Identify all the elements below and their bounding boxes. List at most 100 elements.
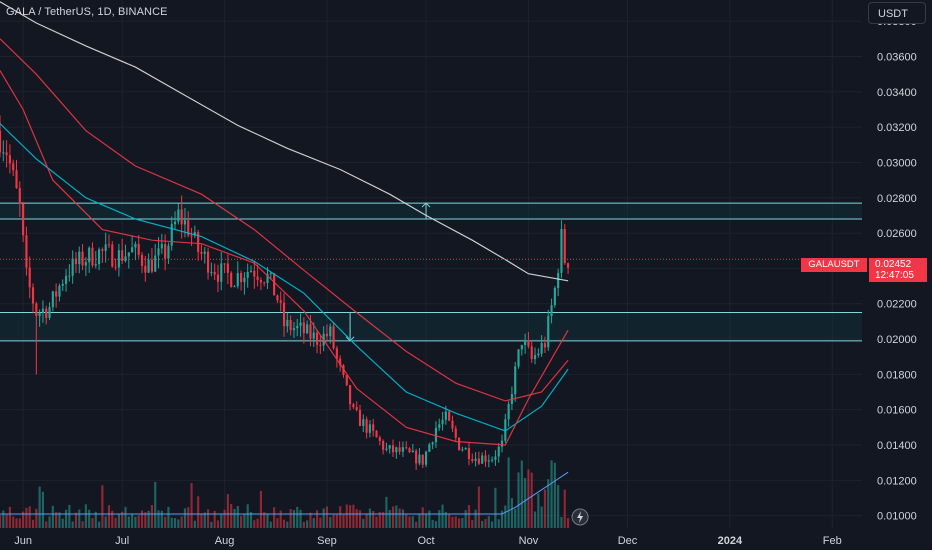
candle-body [494, 456, 497, 460]
candle-body [22, 203, 25, 236]
volume-bar [329, 517, 332, 528]
candle-body [249, 270, 253, 272]
candle-body [256, 276, 259, 280]
candle-body [147, 259, 150, 273]
volume-bar [398, 508, 401, 528]
volume-bar [431, 519, 434, 528]
candle-body [365, 419, 368, 433]
candle-body [8, 155, 11, 164]
candle-body [457, 437, 461, 451]
volume-bar [117, 514, 120, 528]
volume-bar [64, 509, 68, 528]
ma-line-0 [0, 1, 569, 282]
volume-bar [517, 472, 520, 528]
volume-bar [157, 510, 160, 528]
candle-body [477, 458, 480, 464]
volume-bar [375, 516, 378, 528]
volume-bar [127, 516, 130, 528]
candle-body [454, 428, 457, 438]
volume-bar [35, 508, 38, 528]
price-tick-label: 0.01400 [877, 440, 917, 452]
candle-body [302, 322, 305, 334]
candle-body [292, 328, 296, 331]
currency-button[interactable]: USDT [868, 2, 926, 24]
candle-body [177, 209, 180, 222]
candle-body [101, 249, 104, 251]
volume-bar [51, 505, 54, 528]
volume-bar [266, 513, 269, 528]
candle-body [276, 295, 279, 301]
volume-bar [160, 510, 163, 528]
candle-body [203, 251, 206, 254]
volume-bar [368, 508, 371, 528]
candle-body [84, 262, 87, 266]
candle-body [127, 252, 130, 257]
candle-body [388, 445, 391, 449]
candle-body [487, 460, 490, 462]
volume-bar [345, 504, 348, 528]
volume-bar [302, 521, 305, 528]
volume-bar [457, 518, 461, 528]
volume-bar [170, 517, 173, 528]
volume-bar [68, 504, 71, 528]
candle-body [375, 430, 378, 438]
candle-body [64, 275, 68, 284]
volume-bar [236, 505, 239, 528]
candle-body [358, 409, 362, 427]
candle-body [372, 424, 375, 431]
volume-bar [183, 508, 187, 528]
volume-bar [233, 509, 236, 528]
candle-body [117, 250, 120, 268]
candle-body [71, 258, 74, 276]
volume-bar [438, 510, 441, 528]
volume-bar [150, 504, 153, 528]
candle-body [173, 221, 177, 225]
volume-bar [206, 509, 210, 528]
volume-bar [362, 518, 365, 528]
volume-bar [454, 516, 457, 528]
volume-bar [286, 521, 289, 528]
candle-body [266, 273, 269, 284]
volume-bar [401, 509, 405, 528]
volume-bar [444, 511, 447, 528]
volume-bar [322, 508, 325, 528]
volume-bar [31, 519, 35, 528]
volume-bar [464, 510, 467, 528]
volume-bar [520, 460, 523, 528]
volume-bar [147, 510, 150, 528]
volume-bar [74, 512, 78, 528]
volume-bar [530, 472, 533, 528]
time-tick-label: Jun [14, 535, 32, 547]
volume-bar [263, 512, 266, 528]
volume-bar [197, 496, 200, 528]
price-tick-label: 0.02000 [877, 334, 917, 346]
candle-body [68, 275, 71, 277]
candle-body [253, 270, 256, 277]
candle-body [180, 209, 183, 225]
candle-body [312, 332, 315, 339]
candle-body [299, 322, 302, 326]
candle-body [193, 232, 196, 236]
candle-body [104, 244, 107, 251]
candle-body [424, 451, 428, 465]
volume-bar [408, 516, 411, 528]
candle-body [405, 447, 408, 449]
candle-body [415, 450, 418, 464]
volume-bar [61, 518, 64, 528]
candle-body [114, 266, 117, 268]
candle-body [200, 252, 203, 254]
candle-body [418, 454, 421, 464]
volume-bar [45, 521, 48, 528]
volume-bar [164, 516, 167, 528]
candle-body [547, 316, 550, 348]
volume-bar [319, 517, 322, 528]
candle-body [35, 303, 38, 317]
candle-body [2, 152, 5, 154]
volume-bar [140, 510, 144, 528]
volume-bar [22, 511, 25, 528]
price-tick-label: 0.01800 [877, 369, 917, 381]
candle-body [154, 255, 157, 272]
volume-bar [299, 509, 302, 528]
symbol-title[interactable]: GALA / TetherUS, 1D, BINANCE [6, 6, 168, 18]
